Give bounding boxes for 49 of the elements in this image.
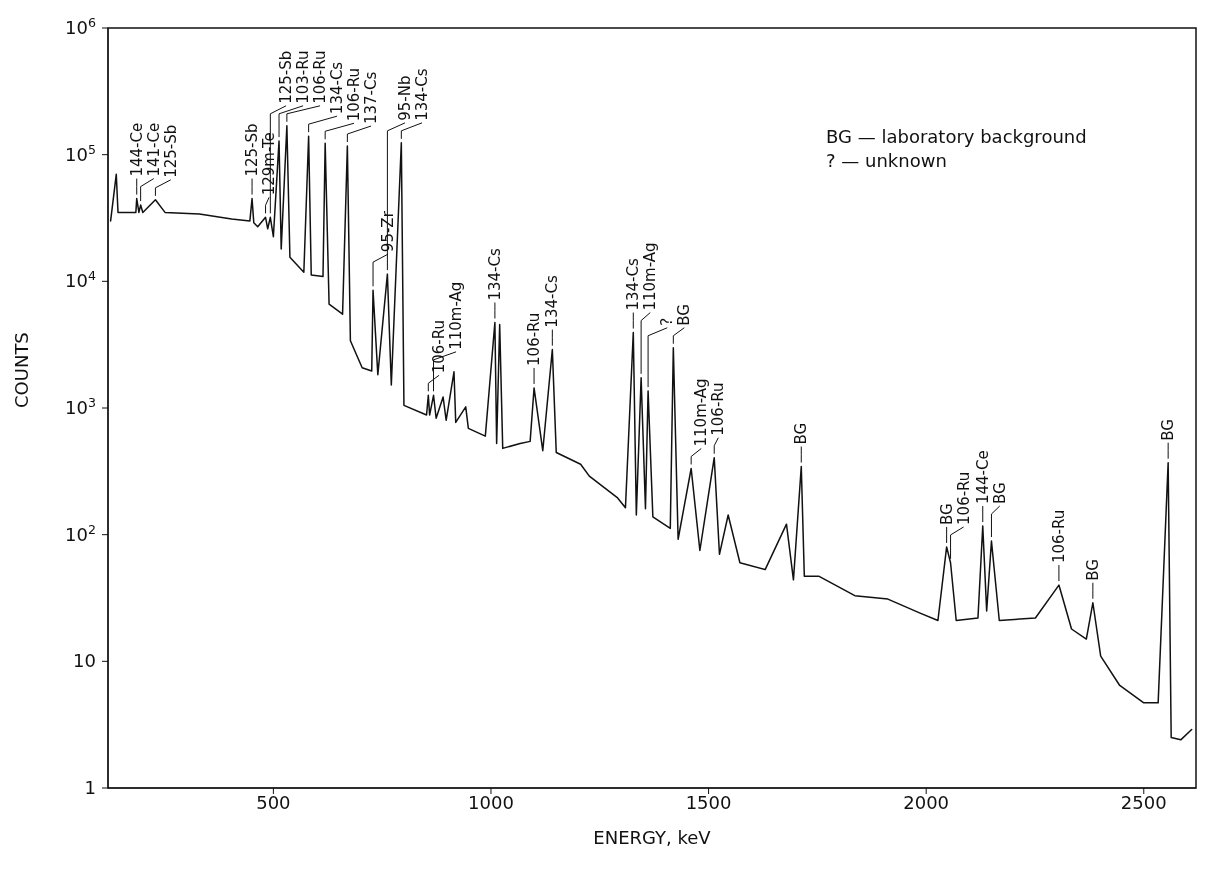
y-tick-label: 10$^{6}$: [65, 14, 96, 38]
annotation: ? — unknown: [826, 150, 947, 171]
annotation: 144-Ce: [973, 450, 992, 505]
annotation: 110m-Ag: [447, 281, 466, 350]
y-tick-label: 10$^{5}$: [65, 141, 96, 165]
annotation: 95-Nb: [396, 75, 415, 121]
annotation: 134-Cs: [543, 275, 562, 328]
annotation: 106-Ru: [954, 471, 973, 525]
annotation: 134-Cs: [624, 258, 643, 311]
annotation: 106-Ru: [709, 382, 728, 436]
y-axis-title: COUNTS: [11, 332, 33, 408]
annotation: 134-Cs: [328, 61, 347, 115]
annotation: 129m-Te: [260, 132, 279, 196]
annotation: 141-Ce: [144, 122, 163, 177]
y-tick-label: 1: [84, 777, 96, 798]
x-tick-label: 2500: [1120, 791, 1167, 813]
x-axis-title: ENERGY, keV: [593, 827, 712, 848]
annotation: 95-Zr: [379, 210, 398, 253]
x-tick-label: 1500: [685, 791, 732, 813]
annotation: 106-Ru: [1049, 509, 1068, 564]
annotation: 110m-Ag: [641, 242, 660, 311]
y-tick-label: 10: [73, 650, 96, 672]
annotation: 106-Ru: [345, 67, 364, 122]
annotation: 106-Ru: [525, 312, 544, 366]
annotation: BG: [792, 422, 811, 445]
annotation: BG: [990, 482, 1009, 505]
x-tick-label: 2000: [903, 791, 950, 813]
annotation: 103-Ru: [294, 50, 313, 104]
annotation: 125-Sb: [161, 124, 180, 178]
annotation: 134-Cs: [485, 248, 504, 301]
y-tick-label: 10$^{2}$: [65, 521, 96, 545]
annotation: ?: [658, 317, 677, 326]
y-tick-label: 10$^{3}$: [65, 394, 96, 418]
annotation: 110m-Ag: [692, 378, 711, 447]
annotation: BG: [937, 503, 956, 525]
annotation: BG: [1159, 419, 1178, 441]
x-tick-label: 1000: [468, 791, 514, 813]
annotation: BG — laboratory background: [826, 126, 1087, 147]
y-tick-label: 10$^{4}$: [65, 267, 96, 292]
x-tick-label: 500: [256, 791, 291, 813]
annotation: 125-Sb: [277, 50, 296, 104]
annotation: 106-Ru: [311, 50, 330, 104]
annotation: BG: [675, 304, 694, 326]
annotation: 125-Sb: [243, 123, 262, 177]
annotation: 134-Cs: [413, 68, 432, 121]
annotation: BG: [1083, 559, 1102, 581]
annotation: 144-Ce: [127, 122, 146, 177]
annotation: 106-Ru: [430, 319, 449, 374]
annotation: 137-Cs: [362, 71, 381, 125]
